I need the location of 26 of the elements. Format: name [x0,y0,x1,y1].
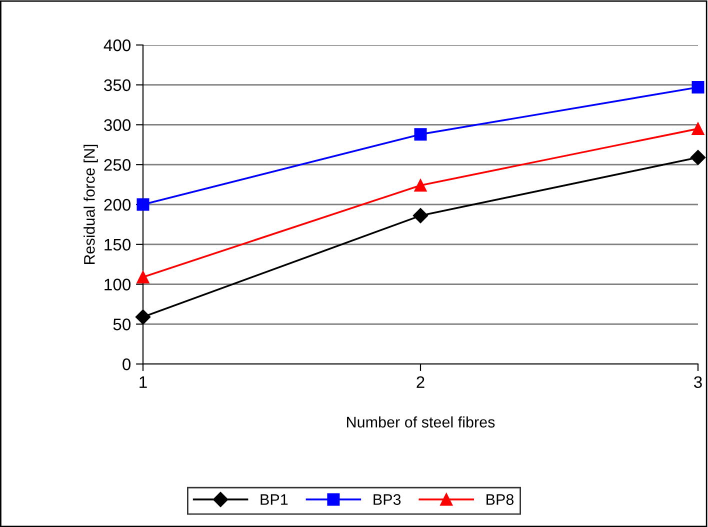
legend-label: BP1 [260,494,288,505]
point [414,179,427,192]
point [136,198,150,211]
x-axis-title: Number of steel fibres [347,416,495,428]
y-tick-label: 50 [113,318,131,330]
y-tick-label: 200 [104,198,131,211]
y-tick-label: 350 [104,79,131,92]
legend-label: BP3 [374,494,401,505]
point [692,81,704,94]
point [136,270,150,284]
x-tick-label: 3 [694,376,702,388]
legend-label: BP8 [486,494,514,505]
y-tick-label: 400 [104,39,131,52]
x-tick-label: 1 [140,376,147,388]
point [414,128,427,141]
y-tick-label: 100 [104,278,131,290]
x-tick-label: 2 [416,376,424,388]
y-tick-label: 250 [104,159,131,171]
y-tick-label: 150 [104,238,131,251]
point [690,150,706,166]
point [135,309,151,325]
y-axis-title: Residual force [N] [84,144,98,264]
y-tick-label: 0 [122,358,131,370]
y-tick-label: 300 [104,119,131,131]
point [412,208,428,224]
point [692,122,704,135]
